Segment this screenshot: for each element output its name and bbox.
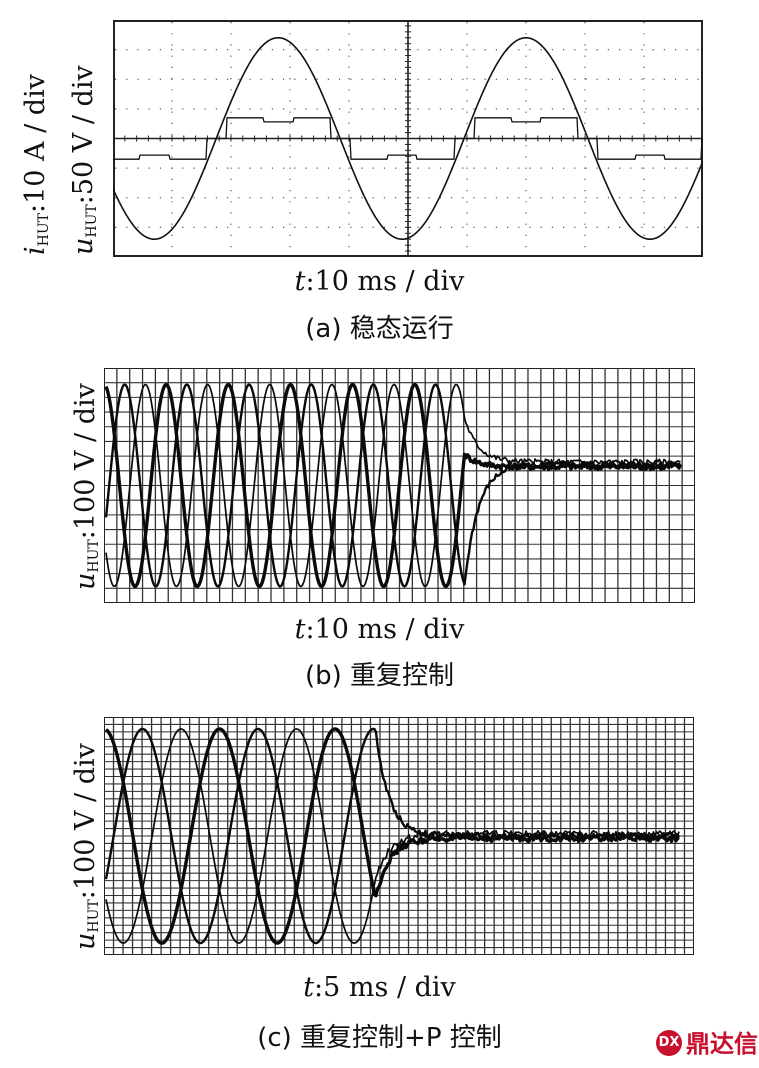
ylabel-a-bottom-symbol: u <box>68 237 99 255</box>
xlabel-c-rest: :5 ms / div <box>314 972 456 1003</box>
scope-c-series-phase-2-line <box>104 727 681 945</box>
scope-b <box>104 368 695 603</box>
logo-mark-icon: DX <box>656 1030 682 1056</box>
ylabel-a-bottom-sub: HUT <box>84 204 100 238</box>
ylabel-a-top-symbol: i <box>20 246 51 255</box>
ylabel-b-sub: HUT <box>86 539 102 573</box>
ylabel-a-top: iHUT:10 A / div <box>20 74 58 255</box>
ylabel-a-bottom: uHUT:50 V / div <box>68 65 106 255</box>
xlabel-b: t:10 ms / div <box>0 614 759 645</box>
ylabel-b-rest: :100 V / div <box>70 383 101 540</box>
ylabel-a-top-rest: :10 A / div <box>20 74 51 213</box>
ylabel-c: uHUT:100 V / div <box>70 743 108 950</box>
scope-b-series-phase-2-line <box>104 383 682 588</box>
ylabel-b: uHUT:100 V / div <box>70 383 108 590</box>
xlabel-a-rest: :10 ms / div <box>305 266 465 297</box>
scope-c <box>104 717 694 955</box>
caption-a: (a) 稳态运行 <box>305 314 454 344</box>
scope-b-series-phase-3-line <box>105 383 681 588</box>
ylabel-c-rest: :100 V / div <box>70 743 101 900</box>
scope-a <box>113 20 703 257</box>
scope-c-series-phase-1-line <box>104 727 680 945</box>
ylabel-c-symbol: u <box>70 932 101 950</box>
xlabel-c: t:5 ms / div <box>0 972 759 1003</box>
caption-c: (c) 重复控制+P 控制 <box>257 1023 502 1053</box>
caption-b: (b) 重复控制 <box>304 661 455 691</box>
scope-c-series-phase-3-line <box>105 728 680 944</box>
ylabel-c-sub: HUT <box>86 899 102 933</box>
xlabel-a: t:10 ms / div <box>0 266 759 297</box>
xlabel-a-symbol: t <box>294 266 306 297</box>
ylabel-a-top-sub: HUT <box>36 213 52 247</box>
logo-text: 鼎达信 <box>686 1030 758 1058</box>
ylabel-b-symbol: u <box>70 572 101 590</box>
xlabel-c-symbol: t <box>303 972 315 1003</box>
ylabel-a-bottom-rest: :50 V / div <box>68 65 99 205</box>
series-a-voltage-line <box>113 37 703 240</box>
xlabel-b-rest: :10 ms / div <box>305 614 465 645</box>
series-a-current-line <box>113 117 703 160</box>
watermark-logo: DX 鼎达信 <box>656 1028 758 1060</box>
xlabel-b-symbol: t <box>294 614 306 645</box>
